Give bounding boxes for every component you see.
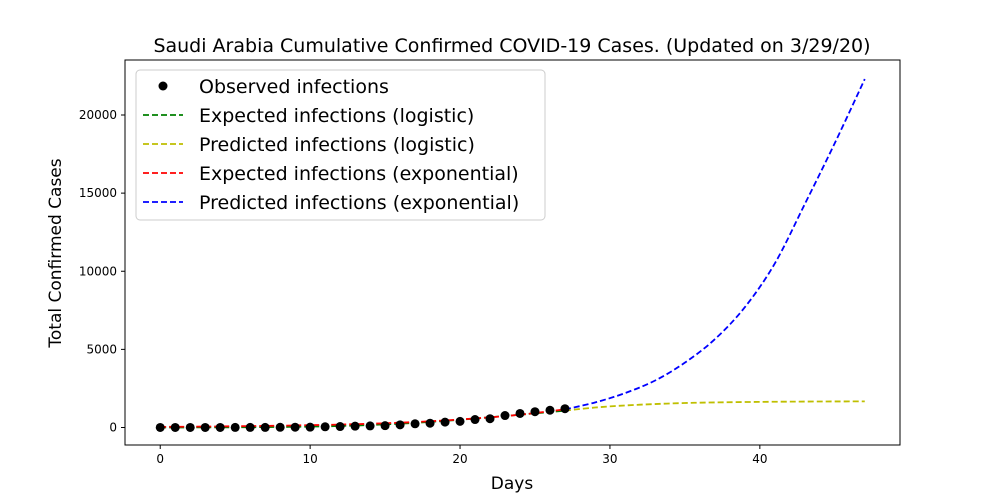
observed-point — [365, 421, 375, 431]
observed-point — [155, 422, 165, 432]
y-axis-title: Total Confirmed Cases — [46, 158, 66, 348]
legend-label: Expected infections (exponential) — [199, 163, 519, 185]
observed-point — [335, 422, 345, 432]
x-tick-label: 30 — [602, 452, 617, 466]
y-tick-label: 10000 — [79, 264, 117, 278]
exponential-expected-line — [160, 408, 566, 428]
observed-point — [530, 407, 540, 417]
observed-point — [350, 421, 360, 431]
observed-point — [275, 422, 285, 432]
observed-point — [305, 422, 315, 432]
chart-title: Saudi Arabia Cumulative Confirmed COVID-… — [153, 35, 870, 57]
x-tick-label: 0 — [156, 452, 164, 466]
x-tick-label: 20 — [452, 452, 467, 466]
observed-point — [455, 416, 465, 426]
observed-points — [155, 404, 570, 432]
y-tick-label: 20000 — [79, 108, 117, 122]
observed-point — [230, 422, 240, 432]
observed-point — [545, 405, 555, 415]
observed-point — [485, 414, 495, 424]
observed-point — [425, 418, 435, 428]
observed-point — [320, 422, 330, 432]
observed-point — [560, 404, 570, 414]
y-tick-label: 15000 — [79, 186, 117, 200]
observed-point — [290, 422, 300, 432]
observed-point — [410, 419, 420, 429]
y-tick-label: 5000 — [86, 342, 117, 356]
observed-point — [170, 422, 180, 432]
legend-label: Predicted infections (exponential) — [199, 192, 519, 214]
observed-point — [395, 420, 405, 430]
plot-area-frame — [124, 59, 901, 446]
observed-point — [245, 422, 255, 432]
logistic-predicted-line — [564, 400, 865, 412]
x-tick-label: 10 — [302, 452, 317, 466]
legend-label: Expected infections (logistic) — [199, 105, 474, 127]
observed-point — [515, 408, 525, 418]
legend-label: Predicted infections (logistic) — [199, 134, 475, 156]
series-lines — [160, 78, 866, 429]
observed-point — [260, 422, 270, 432]
exponential-predicted-line — [564, 78, 866, 411]
legend: Observed infections Expected infections (… — [135, 69, 546, 221]
x-axis-title: Days — [491, 474, 534, 494]
observed-point — [440, 417, 450, 427]
observed-point — [380, 421, 390, 431]
legend-box — [135, 69, 546, 221]
observed-point — [500, 411, 510, 421]
observed-point — [215, 422, 225, 432]
legend-marker-observed — [158, 81, 168, 91]
observed-point — [470, 415, 480, 425]
axis-ticks: 0 10 20 30 40 0 5000 10000 15000 20000 — [79, 108, 768, 466]
x-tick-label: 40 — [752, 452, 767, 466]
legend-label: Observed infections — [199, 76, 389, 98]
observed-point — [185, 422, 195, 432]
observed-point — [200, 422, 210, 432]
y-tick-label: 0 — [109, 421, 117, 435]
